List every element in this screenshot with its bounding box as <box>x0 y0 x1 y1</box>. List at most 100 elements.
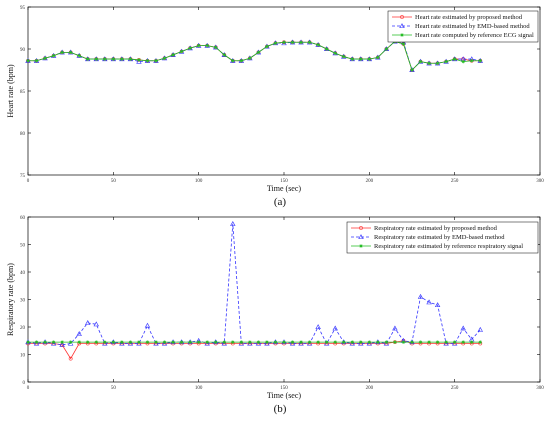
data-point <box>256 50 261 55</box>
data-point <box>51 53 56 58</box>
data-point <box>60 340 64 344</box>
data-point <box>162 56 167 61</box>
data-point <box>426 299 432 305</box>
data-point <box>171 53 175 57</box>
data-point <box>205 340 209 344</box>
data-point <box>393 340 397 344</box>
data-point <box>410 340 414 344</box>
data-point <box>460 325 466 331</box>
figure-caption: (a) <box>274 196 287 208</box>
data-point <box>111 57 116 61</box>
data-point <box>196 340 201 344</box>
series-line <box>27 223 481 346</box>
data-point <box>359 226 363 230</box>
y-tick-label: 95 <box>20 6 26 11</box>
data-point <box>128 57 133 61</box>
data-point <box>384 340 389 344</box>
data-point <box>94 57 99 61</box>
data-point <box>290 340 295 344</box>
data-point <box>359 340 363 344</box>
x-axis-label: Time (sec) <box>267 391 301 400</box>
data-point <box>196 43 201 48</box>
data-point <box>188 340 192 344</box>
data-point <box>350 340 355 344</box>
data-point <box>239 58 244 63</box>
data-point <box>230 221 236 226</box>
data-point <box>427 61 431 66</box>
data-point <box>76 331 82 336</box>
data-point <box>248 56 252 61</box>
data-point <box>179 340 184 344</box>
figure-caption: (b) <box>274 403 287 415</box>
data-point <box>452 57 457 61</box>
data-point <box>461 59 465 64</box>
data-point <box>350 57 355 61</box>
data-point <box>213 45 218 50</box>
legend-entry: Respiratory rate estimated by proposed m… <box>374 225 498 232</box>
data-point <box>307 40 312 45</box>
data-point <box>399 23 405 29</box>
data-point <box>384 47 389 51</box>
x-tick-label: 250 <box>451 386 459 391</box>
data-point <box>43 340 47 344</box>
data-point <box>341 340 346 344</box>
y-tick-label: 60 <box>20 216 26 221</box>
data-point <box>136 58 142 64</box>
data-point <box>358 234 364 240</box>
data-point <box>324 340 329 344</box>
data-point <box>477 326 483 332</box>
data-point <box>205 43 209 48</box>
data-point <box>469 58 474 63</box>
data-point <box>417 293 424 299</box>
legend-box <box>387 10 539 43</box>
data-point <box>162 340 167 344</box>
data-point <box>444 59 448 64</box>
x-tick-label: 0 <box>27 179 30 184</box>
data-point <box>265 340 269 344</box>
y-tick-label: 40 <box>20 271 26 276</box>
data-point <box>341 54 346 59</box>
data-point <box>299 40 303 45</box>
legend-entry: Respiratory rate estimated by reference … <box>374 243 523 250</box>
data-point <box>376 340 380 344</box>
data-point <box>282 340 286 344</box>
data-point <box>77 340 81 344</box>
series-3 <box>26 39 483 72</box>
data-point <box>282 40 286 45</box>
data-point <box>154 340 158 344</box>
x-tick-label: 50 <box>111 386 117 391</box>
y-tick-label: 90 <box>20 48 26 53</box>
data-point <box>128 340 133 344</box>
data-point <box>478 340 483 344</box>
data-point <box>103 340 107 344</box>
y-tick-label: 10 <box>20 353 26 358</box>
y-tick-label: 30 <box>20 298 26 303</box>
data-point <box>59 342 65 347</box>
data-point <box>137 340 141 344</box>
data-point <box>400 15 404 19</box>
data-point <box>444 340 448 344</box>
data-point <box>239 340 244 344</box>
y-tick-label: 85 <box>20 90 26 95</box>
data-point <box>231 58 235 63</box>
data-point <box>26 340 30 344</box>
data-point <box>273 41 278 45</box>
data-point <box>376 55 380 60</box>
data-point <box>435 340 440 344</box>
data-point <box>85 320 91 325</box>
data-point <box>145 58 150 63</box>
data-point <box>478 58 483 63</box>
data-point <box>273 340 278 344</box>
data-point <box>103 57 107 61</box>
data-point <box>469 340 474 344</box>
legend-entry: Heart rate estimated by EMD-based method <box>415 23 530 30</box>
x-tick-label: 150 <box>280 386 288 391</box>
data-point <box>77 53 81 58</box>
heart-rate-chart: 0 50 100 150 200 250 300 75 80 85 90 95 Time (sec) He… <box>6 6 544 208</box>
legend-entry: Respiratory rate estimated by EMD-based … <box>374 234 505 241</box>
data-point <box>299 340 303 344</box>
data-point <box>359 57 363 61</box>
data-point <box>401 340 406 344</box>
x-tick-label: 300 <box>536 179 544 184</box>
x-tick-label: 0 <box>27 386 30 391</box>
